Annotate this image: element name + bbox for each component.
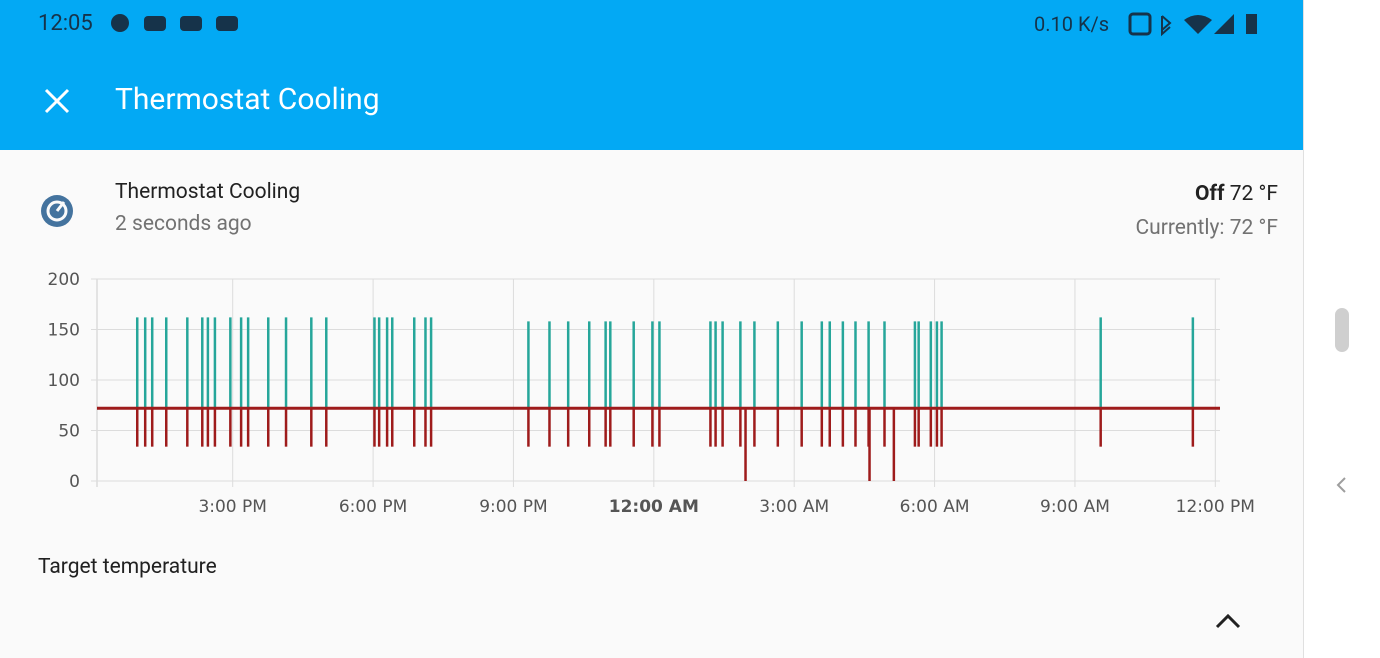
chart: 0 50 100 150 200 3:00 PM 6:00 PM 9:00 PM 12:00 A… <box>48 270 1255 517</box>
x-tick-label: 6:00 PM <box>339 497 408 517</box>
y-tick-label: 200 <box>48 270 80 290</box>
y-tick-label: 150 <box>48 321 80 341</box>
x-tick-label: 12:00 PM <box>1176 497 1255 517</box>
status-time: 12:05 <box>38 11 93 36</box>
x-tick-label: 9:00 AM <box>1040 497 1110 517</box>
x-tick-label: 3:00 PM <box>198 497 267 517</box>
header-title: Thermostat Cooling <box>115 82 380 117</box>
state: Off <box>1195 182 1225 206</box>
x-tick-label: 6:00 AM <box>900 497 970 517</box>
target: 72 °F <box>1229 182 1278 206</box>
entity-state: Off 72 °F <box>1195 182 1278 206</box>
scroll-handle[interactable] <box>1335 308 1349 352</box>
entity-name: Thermostat Cooling <box>115 180 301 204</box>
side-gutter <box>1303 0 1380 658</box>
x-tick-label: 9:00 PM <box>479 497 548 517</box>
entity-current: Currently: 72 °F <box>1135 216 1279 240</box>
x-tick-label: 3:00 AM <box>759 497 829 517</box>
notification-icons <box>111 14 238 32</box>
status-net-speed: 0.10 K/s <box>1034 12 1110 36</box>
close-button[interactable] <box>44 88 70 114</box>
status-icons <box>1128 12 1257 37</box>
back-edge <box>1336 477 1346 493</box>
section-title: Target temperature <box>38 555 217 579</box>
entity-icon <box>41 195 73 227</box>
app-bar: 12:05 0.10 K/s Thermostat Cooling <box>0 0 1303 150</box>
collapse-button[interactable] <box>1214 612 1242 630</box>
y-tick-label: 50 <box>58 422 80 442</box>
y-tick-label: 100 <box>48 371 80 391</box>
entity-updated: 2 seconds ago <box>115 212 252 236</box>
y-tick-label: 0 <box>69 472 80 492</box>
x-tick-label: 12:00 AM <box>609 497 699 517</box>
